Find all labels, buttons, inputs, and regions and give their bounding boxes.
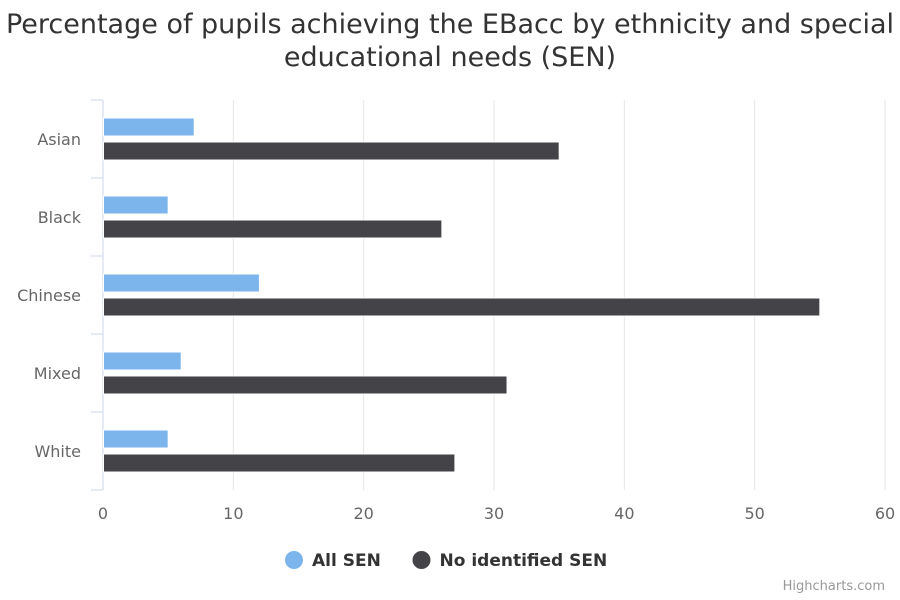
legend-marker-icon[interactable] <box>285 551 303 569</box>
bar-all-sen[interactable] <box>103 429 169 449</box>
x-tick-label: 30 <box>484 504 504 523</box>
category-label: Chinese <box>17 286 81 305</box>
x-tick-label: 50 <box>744 504 764 523</box>
credits-link[interactable]: Highcharts.com <box>782 579 885 594</box>
x-tick-label: 0 <box>98 504 108 523</box>
legend-item-label[interactable]: No identified SEN <box>440 551 608 571</box>
category-label: Mixed <box>34 364 81 383</box>
bar-all-sen[interactable] <box>103 273 260 293</box>
x-tick-label: 20 <box>353 504 373 523</box>
bar-all-sen[interactable] <box>103 117 195 137</box>
bar-all-sen[interactable] <box>103 195 169 215</box>
category-label: Asian <box>37 130 81 149</box>
x-tick-label: 40 <box>614 504 634 523</box>
x-tick-label: 10 <box>223 504 243 523</box>
legend-item-label[interactable]: All SEN <box>312 551 381 571</box>
bar-no-identified-sen[interactable] <box>103 219 443 239</box>
bar-no-identified-sen[interactable] <box>103 453 456 473</box>
category-label: White <box>34 442 81 461</box>
x-tick-label: 60 <box>875 504 895 523</box>
bar-no-identified-sen[interactable] <box>103 141 560 161</box>
bar-all-sen[interactable] <box>103 351 182 371</box>
chart-title: Percentage of pupils achieving the EBacc… <box>5 9 895 73</box>
bar-no-identified-sen[interactable] <box>103 297 821 317</box>
category-label: Black <box>38 208 82 227</box>
bar-no-identified-sen[interactable] <box>103 375 508 395</box>
legend-marker-icon[interactable] <box>412 551 431 569</box>
